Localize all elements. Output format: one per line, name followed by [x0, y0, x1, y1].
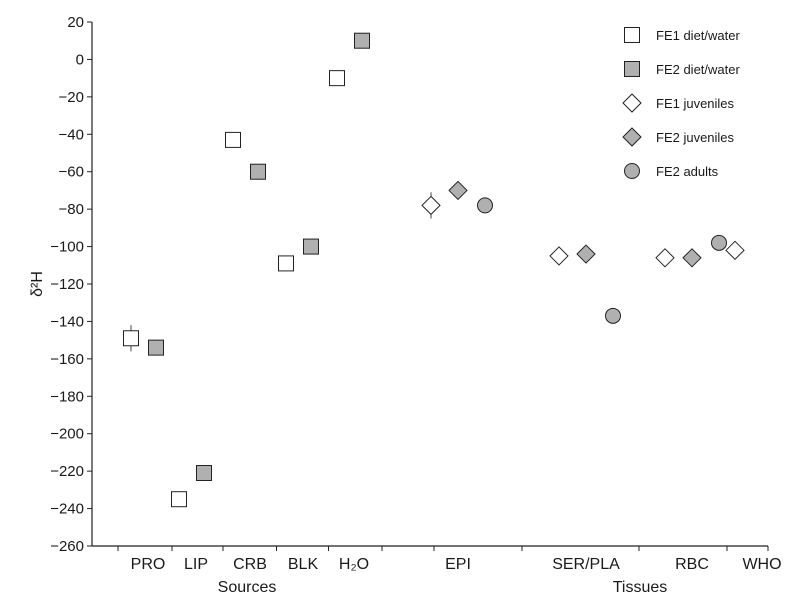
y-tick-label: −140: [50, 313, 84, 330]
legend-label: FE1 juveniles: [656, 96, 735, 111]
y-tick-label: −160: [50, 351, 84, 368]
x-tick-label: SER/PLA: [552, 556, 620, 573]
y-tick-label: −20: [59, 89, 84, 106]
legend-label: FE2 adults: [656, 164, 719, 179]
data-point: [148, 339, 164, 356]
series-fe2-diet-water: [148, 32, 370, 482]
data-point: [725, 240, 745, 261]
x-tick-label: RBC: [675, 556, 709, 573]
series-fe1-juveniles: [421, 192, 745, 268]
data-point: [303, 238, 319, 255]
y-tick-label: 20: [67, 14, 84, 31]
x-tick-label: BLK: [288, 556, 319, 573]
legend-label: FE1 diet/water: [656, 28, 740, 43]
data-point: [655, 248, 675, 268]
data-point: [477, 197, 493, 214]
y-tick-label: −60: [59, 164, 84, 181]
data-point: [421, 195, 441, 216]
data-point: [225, 131, 241, 148]
data-point: [329, 70, 345, 87]
y-tick-label: −80: [59, 201, 84, 218]
data-point: [711, 234, 727, 251]
legend-marker: [624, 163, 640, 179]
data-point: [250, 163, 266, 180]
data-point: [549, 246, 569, 266]
legend: FE1 diet/water FE2 diet/water FE1 juvenile…: [622, 27, 740, 179]
x-group-label: Tissues: [613, 579, 668, 596]
legend-marker: [622, 127, 642, 147]
legend-marker: [622, 93, 642, 113]
data-point: [354, 32, 370, 49]
series-fe2-adults: [477, 197, 727, 324]
x-tick-label: CRB: [233, 556, 267, 573]
x-tick-label: EPI: [445, 556, 471, 573]
y-tick-label: 0: [76, 51, 84, 68]
y-tick-label: −100: [50, 239, 84, 256]
data-point: [171, 491, 187, 508]
y-axis-label: δ²H: [29, 271, 46, 297]
y-tick-label: −220: [50, 463, 84, 480]
y-tick-label: −40: [59, 126, 84, 143]
series-fe1-diet-water: [123, 70, 345, 508]
y-tick-label: −260: [50, 538, 84, 555]
legend-marker: [624, 61, 640, 77]
x-tick-label: PRO: [131, 556, 166, 573]
x-tick-label: LIP: [184, 556, 208, 573]
legend-label: FE2 juveniles: [656, 130, 735, 145]
series-fe2-juveniles: [448, 180, 702, 268]
y-tick-label: −200: [50, 426, 84, 443]
legend-label: FE2 diet/water: [656, 62, 740, 77]
data-point: [576, 244, 596, 264]
data-point: [196, 465, 212, 482]
x-tick-label: H₂O: [339, 556, 369, 573]
data-point: [278, 255, 294, 272]
y-tick-label: −240: [50, 501, 84, 518]
y-tick-label: −120: [50, 276, 84, 293]
data-point: [448, 180, 468, 201]
y-tick-label: −180: [50, 388, 84, 405]
data-point: [123, 330, 139, 347]
data-point: [605, 307, 621, 324]
legend-marker: [624, 27, 640, 43]
data-point: [682, 248, 702, 268]
x-group-label: Sources: [218, 579, 277, 596]
x-tick-label: WHO: [742, 556, 781, 573]
